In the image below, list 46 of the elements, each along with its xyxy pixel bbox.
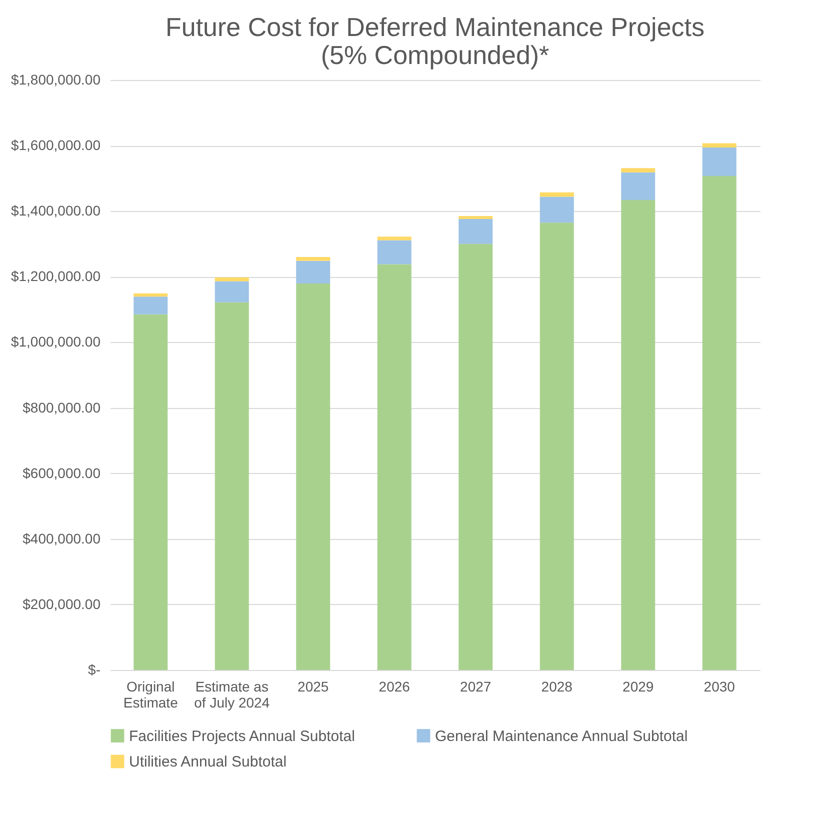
x-tick-label: 2030 <box>704 678 736 694</box>
bar <box>458 216 493 219</box>
y-tick-label: $1,200,000.00 <box>10 268 101 284</box>
bar <box>134 314 168 670</box>
y-tick-label: $600,000.00 <box>22 464 101 481</box>
x-tick-label: 2027 <box>460 678 492 694</box>
bar <box>214 281 249 302</box>
chart-title: Future Cost for Deferred Maintenance Projects (5% Compounded)* <box>165 12 705 70</box>
bar <box>458 244 493 670</box>
bar <box>540 196 574 223</box>
bar <box>377 236 412 240</box>
legend-label: Facilities Projects Annual Subtotal <box>129 728 355 745</box>
y-tick-label: $1,000,000.00 <box>10 334 101 350</box>
legend-label: Utilities Annual Subtotal <box>129 754 287 770</box>
bar <box>621 172 656 200</box>
x-tick-label: 2025 <box>298 678 329 694</box>
bar <box>214 302 249 670</box>
y-tick-label: $1,400,000.00 <box>10 202 101 219</box>
bar <box>702 176 736 670</box>
y-tick-label: $1,800,000.00 <box>10 72 101 88</box>
bar <box>134 296 168 314</box>
y-tick-label: $200,000.00 <box>22 596 101 612</box>
x-tick-label: Estimate as of July 2024 <box>194 678 270 710</box>
x-tick-label: 2026 <box>378 678 410 694</box>
bar <box>214 277 249 282</box>
bar <box>296 284 330 670</box>
y-tick-label: $1,600,000.00 <box>10 137 101 154</box>
bar <box>377 264 412 670</box>
x-tick-label: 2028 <box>541 678 573 694</box>
x-tick-label: 2029 <box>622 678 654 694</box>
bar <box>702 143 736 148</box>
bar <box>540 222 574 670</box>
bar <box>296 260 330 284</box>
legend-label: General Maintenance Annual Subtotal <box>435 728 688 745</box>
y-tick-label: $800,000.00 <box>22 399 101 416</box>
x-tick-label: Original Estimate <box>123 678 178 710</box>
y-tick-label: $400,000.00 <box>22 530 101 546</box>
bar <box>621 200 656 670</box>
bar <box>377 240 412 264</box>
bar <box>540 192 574 197</box>
bar <box>296 257 330 261</box>
y-tick-label: $- <box>88 662 101 678</box>
bar <box>702 148 736 176</box>
bar <box>621 168 656 172</box>
bar <box>134 293 168 297</box>
bar <box>458 218 493 244</box>
